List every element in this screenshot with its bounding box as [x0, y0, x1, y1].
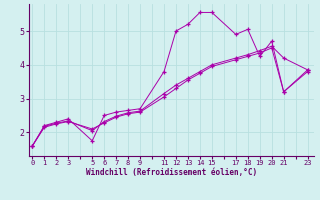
X-axis label: Windchill (Refroidissement éolien,°C): Windchill (Refroidissement éolien,°C) [86, 168, 257, 177]
